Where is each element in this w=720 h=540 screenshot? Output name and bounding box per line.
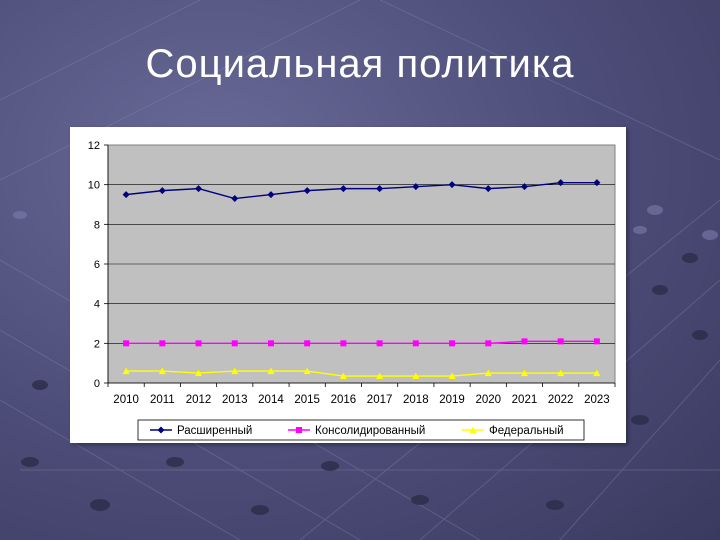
data-point <box>520 183 528 191</box>
data-point <box>593 338 600 345</box>
data-point <box>448 181 456 189</box>
series-line <box>126 181 597 200</box>
legend-marker <box>157 426 165 434</box>
legend-marker <box>296 427 302 433</box>
data-point <box>231 367 239 375</box>
data-point <box>557 179 565 187</box>
x-tick-label: 2022 <box>548 394 574 406</box>
data-point <box>448 372 456 380</box>
data-point <box>267 340 274 347</box>
data-point <box>267 367 275 375</box>
y-axis-ticks: 0 2 4 6 8 10 12 <box>88 140 109 390</box>
data-point <box>303 367 311 375</box>
legend-label: Расширенный <box>177 425 252 437</box>
legend-item-1: Расширенный <box>150 425 252 437</box>
data-point <box>303 187 311 195</box>
data-point <box>593 179 601 187</box>
series-line <box>126 340 597 345</box>
data-point <box>557 369 565 377</box>
series-1 <box>122 179 601 203</box>
legend-box <box>137 419 585 441</box>
y-tick-label: 4 <box>94 299 100 311</box>
data-point <box>267 191 275 199</box>
data-point <box>339 185 347 193</box>
data-point <box>520 369 528 377</box>
x-tick-label: 2014 <box>258 394 284 406</box>
y-tick-label: 6 <box>94 259 100 271</box>
x-tick-label: 2020 <box>475 394 501 406</box>
x-tick-label: 2017 <box>367 394 393 406</box>
data-point <box>412 372 420 380</box>
y-tick-label: 12 <box>88 140 100 152</box>
data-point <box>195 340 202 347</box>
y-tick-label: 0 <box>94 378 100 390</box>
legend-label: Консолидированный <box>315 425 425 437</box>
x-tick-label: 2018 <box>403 394 429 406</box>
data-point <box>376 372 384 380</box>
data-point <box>376 185 384 193</box>
x-tick-label: 2019 <box>439 394 465 406</box>
data-point <box>484 369 492 377</box>
data-point <box>195 185 203 193</box>
legend-marker <box>469 426 477 433</box>
data-point <box>122 191 130 199</box>
data-point <box>484 185 492 193</box>
data-point <box>304 340 311 347</box>
legend-item-2: Консолидированный <box>288 425 425 437</box>
data-point <box>449 340 456 347</box>
data-point <box>158 367 166 375</box>
data-point <box>376 340 383 347</box>
y-tick-label: 10 <box>88 180 100 192</box>
data-point <box>231 195 239 203</box>
data-point <box>123 340 130 347</box>
data-point <box>593 369 601 377</box>
chart-panel: 0 2 4 6 8 10 12 2010 2011 2012 2013 2014 2015 2016 20… <box>70 127 626 443</box>
data-point <box>340 340 347 347</box>
data-point <box>159 340 166 347</box>
data-point <box>339 372 347 380</box>
x-tick-label: 2016 <box>331 394 357 406</box>
x-tick-label: 2010 <box>113 394 139 406</box>
x-tick-label: 2011 <box>150 394 175 406</box>
data-point <box>122 367 130 375</box>
series-line <box>126 370 597 377</box>
x-tick-label: 2023 <box>584 394 610 406</box>
x-axis-ticks: 2010 2011 2012 2013 2014 2015 2016 2017 2018 2019… <box>107 382 616 406</box>
y-tick-label: 2 <box>94 338 100 350</box>
data-point <box>195 369 203 377</box>
data-point <box>158 187 166 195</box>
data-point <box>412 183 420 191</box>
legend-label: Федеральный <box>489 425 564 437</box>
legend: Расширенный Консолидированный Федеральный <box>137 419 585 441</box>
x-tick-label: 2013 <box>222 394 248 406</box>
x-tick-label: 2015 <box>294 394 320 406</box>
data-point <box>521 338 528 345</box>
data-point <box>557 338 564 345</box>
data-point <box>412 340 419 347</box>
data-point <box>485 340 492 347</box>
x-tick-label: 2012 <box>186 394 212 406</box>
x-tick-label: 2021 <box>512 394 538 406</box>
series-3 <box>122 367 601 380</box>
series-layer <box>122 179 601 380</box>
slide-title: Социальная политика <box>145 42 575 86</box>
legend-item-3: Федеральный <box>462 425 564 437</box>
y-tick-label: 8 <box>94 219 100 231</box>
series-2 <box>123 338 600 347</box>
data-point <box>231 340 238 347</box>
